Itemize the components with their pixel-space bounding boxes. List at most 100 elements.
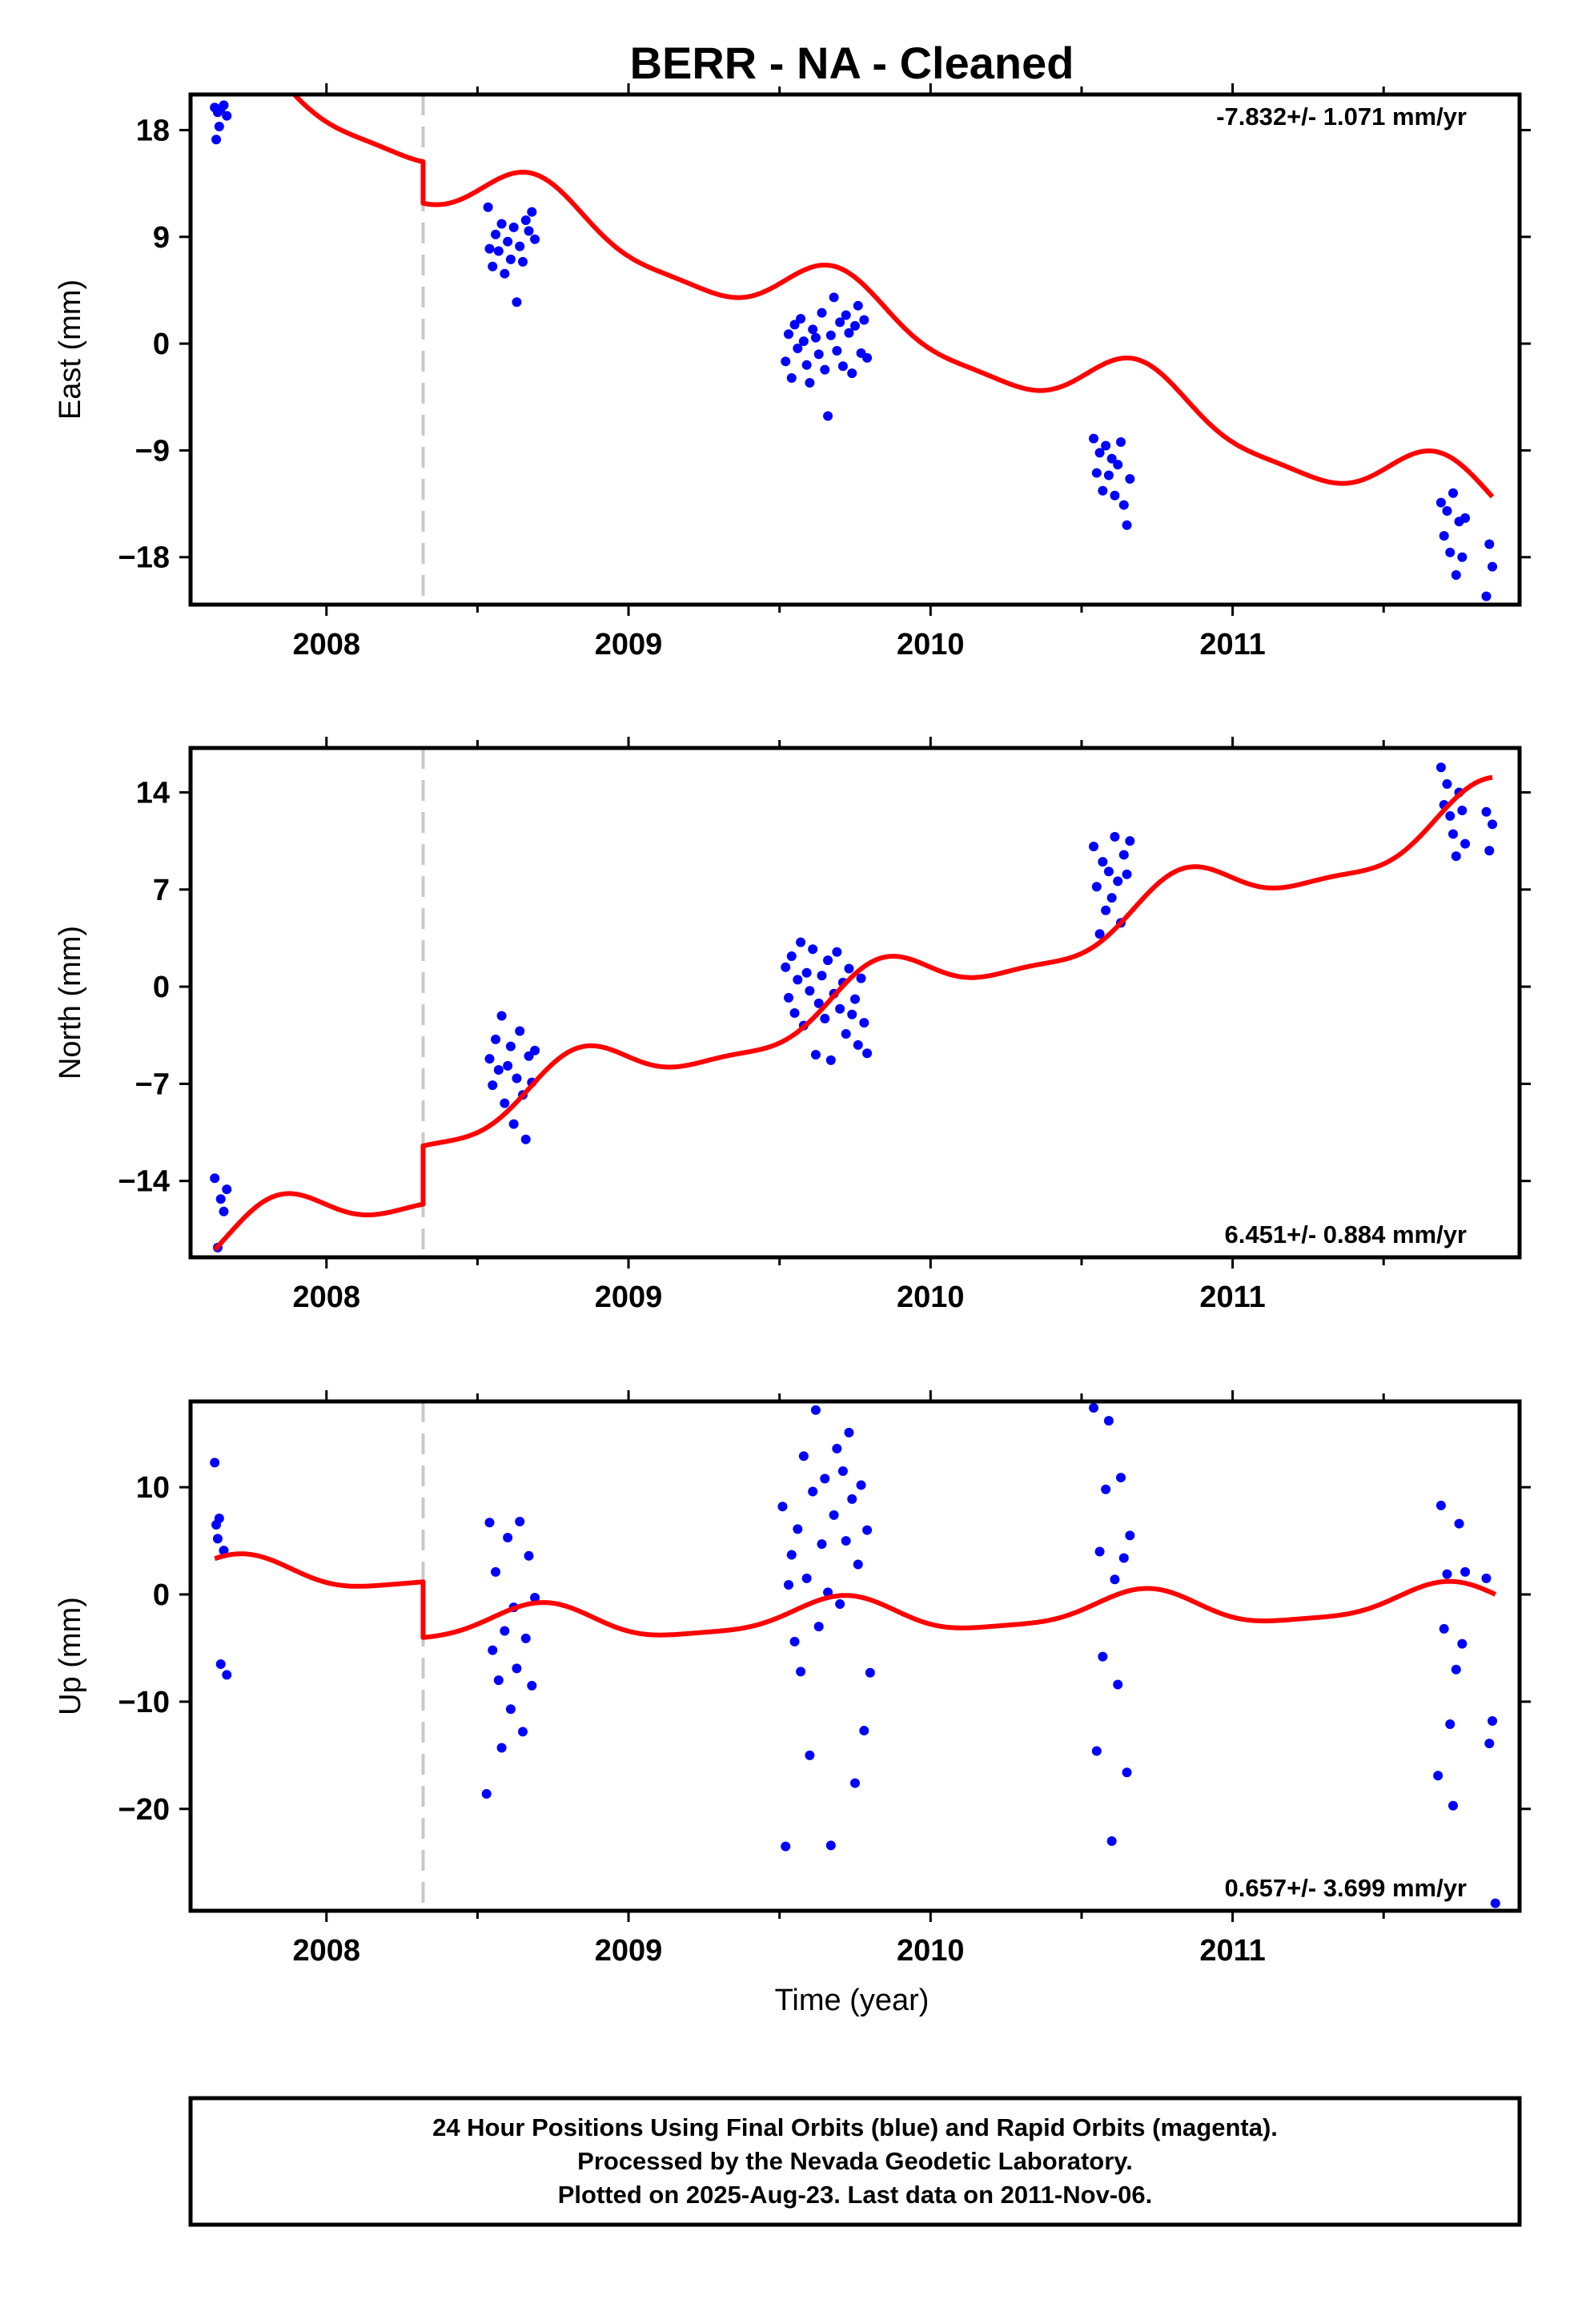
data-point	[503, 236, 513, 247]
data-point	[820, 364, 830, 375]
x-tick-label: 2008	[292, 628, 360, 661]
data-point	[1460, 513, 1471, 523]
data-point	[859, 1726, 869, 1736]
footer-box	[188, 2096, 1522, 2227]
data-point	[832, 1443, 842, 1454]
data-point	[837, 1466, 848, 1477]
data-point	[856, 1480, 866, 1490]
data-point	[841, 1536, 851, 1546]
data-point	[808, 1486, 818, 1497]
data-point	[524, 1051, 534, 1061]
data-point	[527, 207, 537, 217]
data-point	[214, 121, 224, 131]
data-point	[813, 349, 824, 360]
data-point	[210, 1173, 220, 1184]
data-point	[1481, 1573, 1492, 1583]
y-tick-label: 9	[153, 221, 170, 255]
data-point	[1094, 1546, 1105, 1557]
data-point	[1110, 831, 1120, 842]
data-point	[789, 320, 800, 330]
data-point	[781, 356, 791, 367]
data-points	[210, 762, 1498, 1252]
data-point	[512, 1663, 522, 1674]
data-point	[481, 1789, 492, 1799]
data-point	[512, 297, 522, 308]
data-point	[813, 1622, 824, 1632]
velocity-label: -7.832+/- 1.071 mm/yr	[1216, 103, 1467, 131]
data-point	[1481, 591, 1492, 601]
x-tick-label: 2010	[897, 628, 965, 661]
data-point	[1448, 829, 1458, 839]
data-point	[801, 967, 812, 978]
data-point	[1110, 1574, 1120, 1585]
data-point	[853, 1559, 863, 1570]
data-point	[500, 1626, 510, 1636]
data-point	[781, 962, 791, 972]
up-panel: 2008 2009 2010 2011 10 0 −10 −20 Up (mm) 0.657+/-…	[54, 1390, 1531, 1968]
data-point	[219, 1206, 229, 1216]
data-point	[483, 202, 493, 212]
data-point	[793, 1524, 803, 1534]
data-point	[1460, 838, 1471, 849]
data-point	[215, 1659, 226, 1670]
plot-frame	[188, 1399, 1522, 1913]
data-point	[219, 1546, 229, 1556]
plot-frame	[188, 92, 1522, 607]
data-point	[862, 352, 873, 363]
data-point	[1457, 1638, 1468, 1649]
data-point	[847, 368, 857, 379]
data-point	[1106, 453, 1117, 464]
data-point	[1488, 819, 1498, 830]
data-point	[1116, 1473, 1126, 1483]
footer-line-3: Plotted on 2025-Aug-23. Last data on 201…	[558, 2181, 1152, 2209]
data-point	[484, 1518, 495, 1528]
data-point	[837, 361, 848, 372]
data-point	[862, 1525, 873, 1535]
data-point	[512, 1073, 522, 1084]
data-point	[781, 1841, 791, 1852]
data-point	[820, 1474, 830, 1484]
data-point	[488, 261, 498, 271]
data-point	[1490, 1898, 1500, 1908]
data-point	[796, 937, 806, 947]
data-point	[1488, 1716, 1498, 1727]
data-point	[1445, 547, 1456, 557]
data-point	[825, 1840, 836, 1851]
data-points	[210, 100, 1498, 601]
data-point	[835, 317, 845, 328]
x-tick-label: 2011	[1199, 1934, 1265, 1968]
model-curve	[291, 94, 1495, 499]
data-point	[1118, 850, 1129, 860]
x-tick-label: 2011	[1199, 1281, 1265, 1314]
data-point	[850, 994, 860, 1004]
data-point	[850, 320, 860, 331]
y-tick-label: −14	[118, 1165, 170, 1199]
data-point	[1445, 1719, 1456, 1730]
data-point	[823, 411, 833, 421]
data-point	[1118, 1553, 1129, 1563]
data-point	[1091, 1746, 1102, 1756]
data-point	[1448, 488, 1458, 498]
data-point	[518, 256, 528, 267]
data-point	[798, 1451, 809, 1462]
footer-line-2: Processed by the Nevada Geodetic Laborat…	[577, 2147, 1133, 2175]
data-point	[493, 1675, 504, 1686]
data-point	[1089, 842, 1099, 852]
data-point	[1484, 1739, 1495, 1749]
data-point	[810, 1049, 821, 1059]
velocity-label: 0.657+/- 3.699 mm/yr	[1225, 1874, 1467, 1902]
data-point	[505, 1704, 516, 1715]
data-point	[1451, 851, 1461, 862]
data-point	[844, 328, 854, 338]
data-point	[222, 111, 232, 121]
data-point	[1110, 490, 1120, 501]
data-point	[1101, 905, 1111, 915]
y-tick-label: 7	[153, 874, 170, 907]
data-point	[847, 1009, 857, 1019]
data-point	[520, 1134, 531, 1144]
data-point	[496, 219, 507, 229]
data-point	[515, 1516, 525, 1526]
y-tick-label: 0	[153, 971, 170, 1004]
data-point	[1101, 440, 1111, 451]
data-point	[1125, 1530, 1135, 1541]
